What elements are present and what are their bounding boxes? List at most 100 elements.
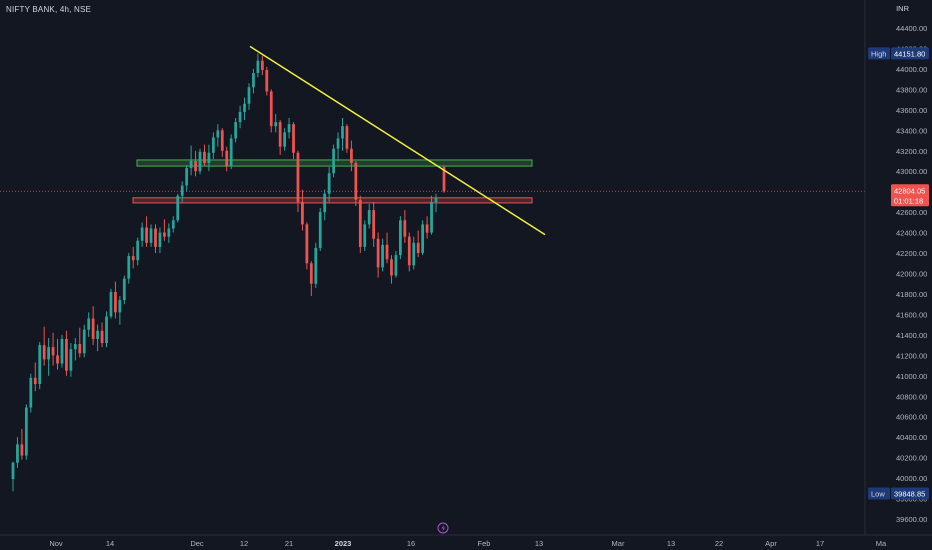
bullish-candle [69, 343, 73, 377]
bearish-candle [56, 338, 59, 370]
bullish-candle [180, 181, 184, 202]
last-price-tag-bg [891, 184, 929, 197]
bullish-candle [207, 144, 211, 172]
bullish-candle [394, 250, 398, 278]
y-tick-label: 44000.00 [896, 65, 927, 74]
bearish-candle [269, 89, 273, 133]
candle-body [96, 330, 99, 339]
candle-body [33, 377, 37, 384]
candle-body [194, 160, 197, 172]
x-tick-label: Apr [765, 539, 777, 548]
candle-body [301, 201, 304, 225]
bearish-candle [154, 224, 157, 254]
bullish-candle [189, 145, 193, 176]
candle-body [345, 126, 349, 149]
y-tick-label: 43000.00 [896, 167, 927, 176]
drawings[interactable] [0, 45, 865, 236]
candle-body [145, 227, 148, 243]
bearish-candle [372, 201, 376, 247]
symbol-title[interactable]: NIFTY BANK, 4h, NSE [6, 5, 92, 14]
bullish-candle [434, 193, 438, 213]
candle-body [390, 259, 393, 276]
bearish-candle [91, 306, 95, 346]
low-value: 39848.85 [894, 490, 925, 499]
bearish-candle [358, 195, 362, 254]
bullish-candle [136, 237, 140, 266]
bullish-candle [247, 83, 251, 110]
bullish-candle [167, 223, 171, 243]
bullish-candle [24, 404, 28, 460]
bearish-candle [416, 230, 420, 258]
candle-body [203, 151, 206, 164]
candle-body [91, 318, 95, 339]
candlestick-series [11, 53, 446, 492]
bearish-candle [385, 232, 389, 264]
bullish-candle [327, 167, 331, 202]
candle-body [283, 132, 286, 147]
bearish-candle [163, 219, 166, 241]
last-price-tag: 42804.05 [894, 186, 925, 195]
bearish-candle [194, 150, 197, 177]
price-axis[interactable]: 44400.0044200.0044000.0043800.0043600.00… [896, 24, 927, 524]
candle-body [65, 338, 68, 371]
candle-body [20, 444, 24, 456]
bearish-candle [203, 144, 206, 167]
x-tick-label: 17 [816, 539, 824, 548]
bullish-candle [238, 105, 242, 129]
candle-body [60, 338, 64, 364]
candle-body [354, 163, 358, 200]
candle-body [309, 263, 313, 284]
bullish-candle [60, 334, 64, 368]
bullish-candle [274, 113, 278, 133]
time-axis[interactable]: Nov 14 Dec 12 21 2023 16 Feb 13 Mar 13 22 Apr 17 Ma [49, 539, 887, 548]
candle-body [140, 227, 144, 241]
bullish-candle [421, 220, 425, 256]
y-tick-label: 41000.00 [896, 372, 927, 381]
candle-body [381, 244, 384, 268]
candle-body [82, 329, 86, 354]
bearish-candle [220, 128, 224, 157]
y-tick-label: 41400.00 [896, 331, 927, 340]
candle-body [318, 212, 322, 248]
candle-body [442, 167, 446, 192]
candle-body [358, 199, 362, 247]
bullish-candle [341, 118, 344, 151]
bullish-candle [412, 236, 416, 270]
candle-body [296, 152, 300, 202]
candle-body [216, 130, 220, 138]
candle-body [385, 244, 389, 260]
bullish-candle [243, 97, 246, 121]
candle-body [287, 124, 291, 133]
candle-body [114, 291, 117, 313]
x-tick-label: 13 [667, 539, 675, 548]
y-tick-label: 40000.00 [896, 474, 927, 483]
bearish-candle [425, 216, 429, 239]
candle-body [265, 69, 269, 92]
lightning-icon[interactable] [437, 522, 449, 534]
candle-body [425, 224, 429, 233]
bearish-candle [131, 246, 135, 269]
bullish-candle [149, 224, 153, 247]
candle-body [247, 87, 251, 104]
low-label-bg [868, 487, 890, 500]
candle-body [274, 122, 278, 127]
y-tick-label: 42200.00 [896, 249, 927, 258]
bullish-candle [118, 296, 122, 325]
bearish-candle [225, 146, 229, 172]
bearish-candle [390, 255, 393, 284]
bearish-candle [78, 327, 82, 358]
bullish-candle [11, 461, 15, 492]
bullish-candle [87, 312, 91, 337]
candle-body [127, 256, 131, 279]
x-tick-label: Nov [49, 539, 63, 548]
bullish-candle [336, 132, 340, 161]
high-value: 44151.80 [894, 49, 925, 58]
bullish-candle [216, 124, 220, 147]
high-label-bg [868, 47, 890, 60]
bearish-candle [354, 160, 358, 206]
candle-body [269, 91, 273, 127]
candle-body [234, 122, 238, 139]
candle-body [243, 103, 246, 112]
candle-body [176, 195, 180, 221]
